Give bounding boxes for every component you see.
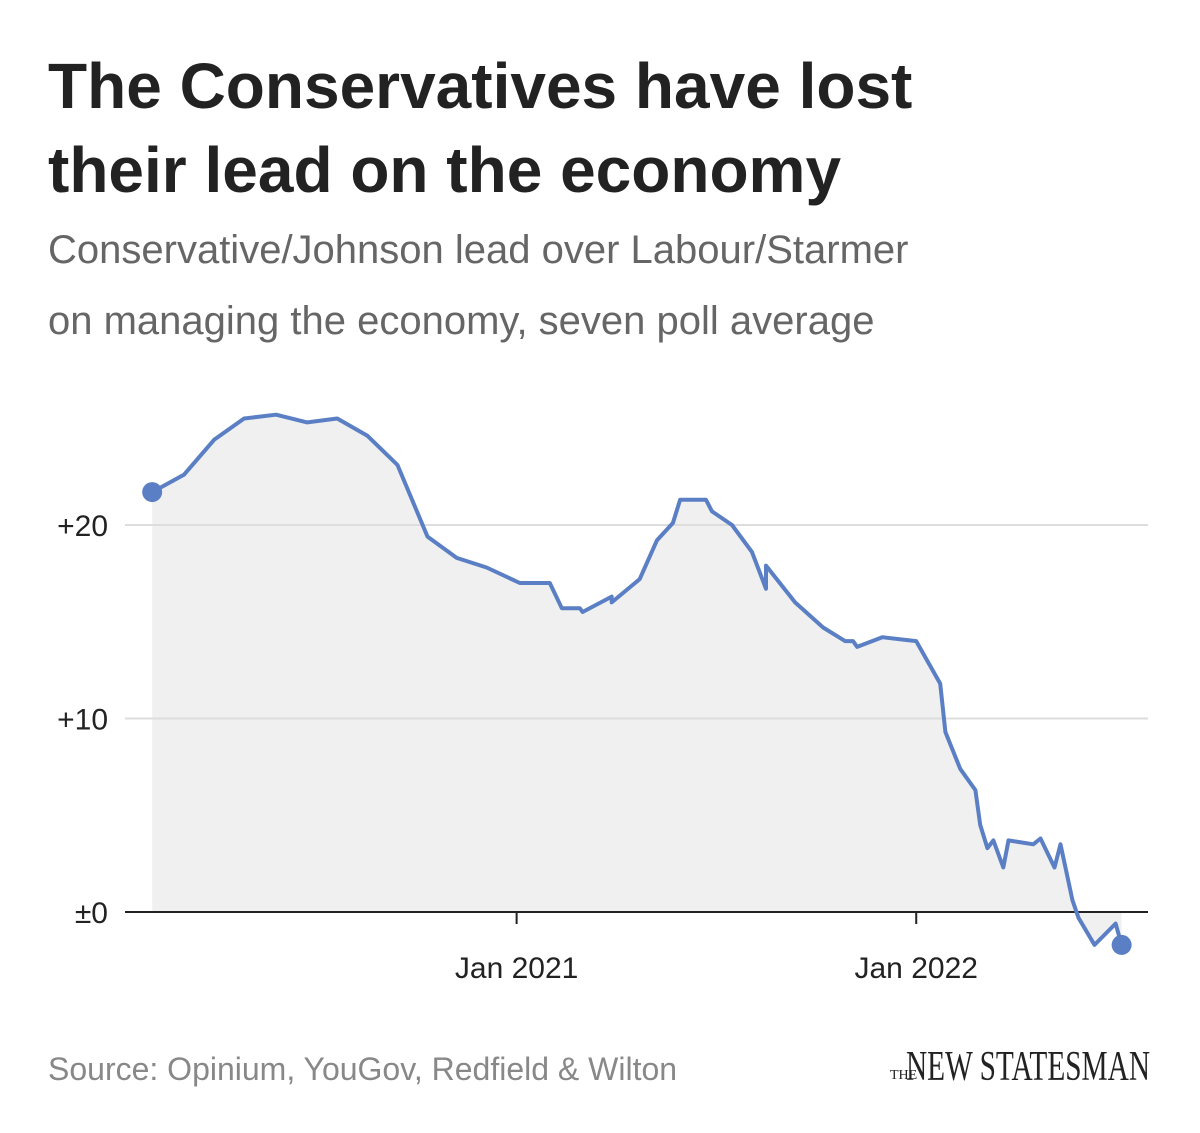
y-tick-label: +10 <box>57 703 108 736</box>
logo-small: THE <box>890 1068 917 1083</box>
line <box>151 412 1124 947</box>
area <box>152 414 1122 945</box>
source: Source: Opinium, YouGov, Redfield & Wilt… <box>48 1051 677 1087</box>
chart-title: The Conservatives have lost <box>48 50 912 122</box>
logo: NEW STATESMAN <box>906 1044 1150 1090</box>
x-tick-label: Jan 2021 <box>455 952 578 985</box>
chart-title: their lead on the economy <box>48 134 841 206</box>
chart-subtitle: on managing the economy, seven poll aver… <box>48 299 874 343</box>
x-tick-label: Jan 2022 <box>855 952 978 985</box>
end-dot <box>142 482 163 503</box>
y-tick-label: ±0 <box>75 897 108 930</box>
chart-subtitle: Conservative/Johnson lead over Labour/St… <box>48 228 908 272</box>
y-tick-label: +20 <box>57 510 108 543</box>
end-dot <box>1111 934 1132 955</box>
